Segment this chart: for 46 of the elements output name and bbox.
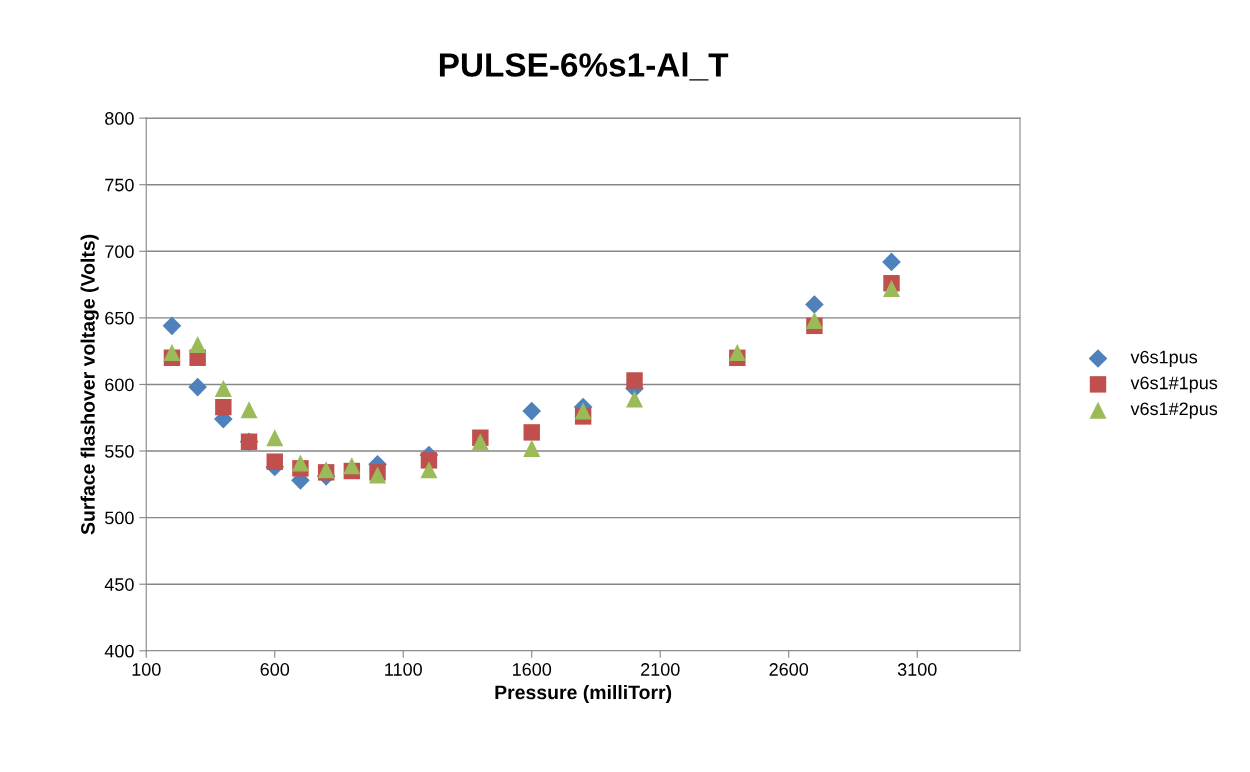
y-tick-label: 600 bbox=[105, 378, 134, 392]
point bbox=[214, 379, 232, 397]
point bbox=[626, 372, 643, 389]
point bbox=[471, 433, 489, 451]
point bbox=[882, 252, 901, 272]
x-tick-label: 3100 bbox=[897, 663, 937, 676]
y-tick-label: 800 bbox=[105, 112, 134, 125]
y-tick-label: 500 bbox=[105, 511, 134, 525]
point bbox=[805, 295, 824, 314]
y-tick-label: 750 bbox=[105, 178, 134, 192]
point bbox=[883, 280, 901, 298]
point bbox=[163, 343, 181, 361]
y-tick-label: 650 bbox=[105, 311, 134, 325]
x-tick-label: 100 bbox=[132, 663, 161, 676]
point bbox=[266, 453, 283, 470]
x-tick-label: 1100 bbox=[385, 663, 422, 676]
point bbox=[343, 457, 361, 475]
point bbox=[420, 461, 438, 479]
x-tick-label: 2100 bbox=[641, 663, 680, 676]
point bbox=[728, 343, 746, 361]
point bbox=[574, 402, 592, 420]
point bbox=[805, 312, 823, 330]
point bbox=[162, 316, 182, 336]
y-tick-label: 700 bbox=[105, 245, 134, 259]
legend-label: v6s1#2pus bbox=[1130, 402, 1218, 419]
point bbox=[189, 336, 207, 354]
point bbox=[240, 401, 258, 419]
point bbox=[188, 377, 207, 397]
y-tick-label: 550 bbox=[105, 444, 134, 458]
y-axis-title: Surface flashover voltage (Volts) bbox=[80, 234, 99, 535]
point bbox=[626, 390, 644, 408]
point bbox=[523, 439, 541, 457]
point bbox=[266, 429, 284, 447]
x-tick-label: 2600 bbox=[769, 663, 809, 676]
legend-label: v6s1#1pus bbox=[1130, 376, 1218, 393]
legend-label: v6s1pus bbox=[1130, 350, 1198, 368]
x-tick-label: 600 bbox=[260, 663, 290, 676]
point bbox=[215, 398, 232, 416]
point bbox=[522, 401, 542, 421]
y-tick-label: 450 bbox=[104, 578, 134, 591]
chart-title: PULSE-6%s1-Al_T bbox=[439, 52, 729, 81]
point bbox=[291, 454, 309, 472]
x-axis-title: Pressure (milliTorr) bbox=[495, 684, 672, 704]
point bbox=[523, 424, 540, 441]
y-tick-label: 400 bbox=[104, 644, 134, 658]
x-tick-label: 1600 bbox=[513, 663, 552, 676]
